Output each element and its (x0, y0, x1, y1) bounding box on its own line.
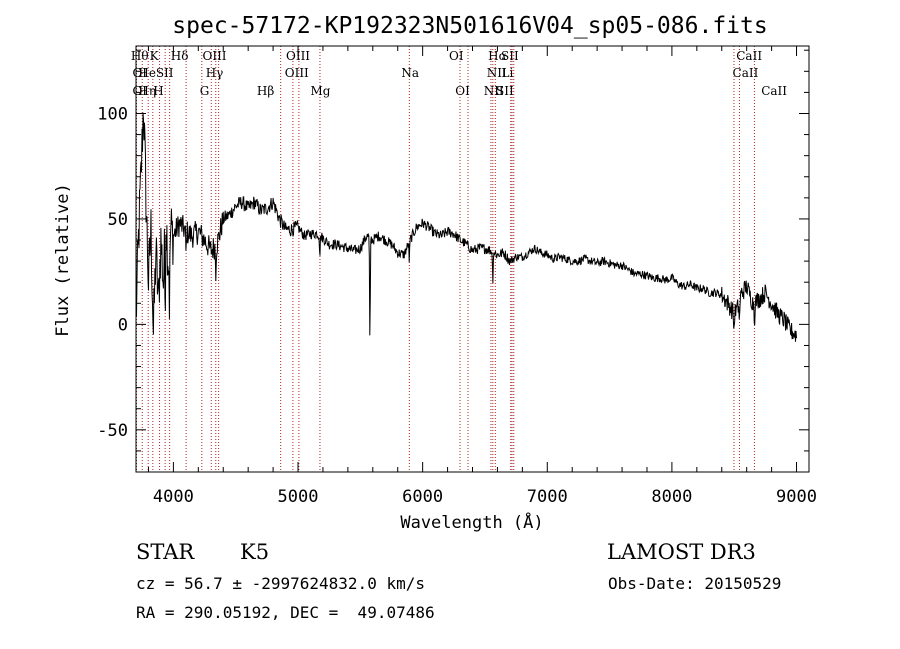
line-label: OIII (202, 49, 226, 63)
line-label: SII (156, 66, 174, 80)
line-label: He (138, 66, 156, 80)
y-tick-label: 50 (108, 210, 128, 230)
line-label: CaII (736, 49, 762, 63)
radec-text: RA = 290.05192, DEC = 49.07486 (136, 603, 435, 622)
line-label: H (153, 84, 163, 98)
series-flux (135, 112, 797, 342)
line-label: NII (487, 66, 507, 80)
survey-name: LAMOST DR3 (607, 540, 756, 564)
line-label: OIII (285, 66, 309, 80)
object-class: STAR (136, 540, 195, 564)
y-tick-label: -50 (97, 421, 128, 441)
line-label: OI (455, 84, 470, 98)
line-label: NII (484, 84, 504, 98)
line-label: K (150, 49, 160, 63)
y-tick-label: 100 (97, 104, 128, 124)
axis-ticks: 4000 5000 6000 7000 8000 9000 -50 0 50 100 (97, 46, 817, 507)
line-label: Na (401, 66, 419, 80)
x-tick-label: 5000 (278, 487, 319, 507)
x-tick-label: 4000 (153, 487, 194, 507)
chart-title: spec-57172-KP192323N501616V04_sp05-086.f… (172, 13, 767, 39)
line-label: Hη (138, 84, 156, 98)
line-label: Mg (310, 84, 330, 98)
x-tick-label: 9000 (776, 487, 817, 507)
object-subclass: K5 (240, 540, 270, 564)
redshift-text: cz = 56.7 ± -2997624832.0 km/s (136, 574, 425, 593)
line-label: SII (496, 84, 514, 98)
line-label: OI (449, 49, 464, 63)
plot-frame (135, 45, 810, 473)
x-tick-label: 8000 (651, 487, 692, 507)
line-label: G (200, 84, 210, 98)
obs-date: Obs-Date: 20150529 (608, 574, 782, 593)
x-axis-label: Wavelength (Å) (400, 511, 543, 533)
y-axis-label: Flux (relative) (53, 183, 73, 337)
y-tick-label: 0 (118, 315, 128, 335)
line-label: Li (501, 66, 513, 80)
x-tick-label: 6000 (402, 487, 443, 507)
line-markers (135, 46, 755, 472)
x-tick-label: 7000 (527, 487, 568, 507)
line-label: Hθ (131, 49, 149, 63)
series-layer (135, 112, 797, 342)
line-label: CaII (733, 66, 759, 80)
line-label: CaII (761, 84, 787, 98)
line-label: Hα (488, 49, 507, 63)
line-label: SII (501, 49, 519, 63)
line-label: Hδ (171, 49, 189, 63)
line-label: Hγ (206, 66, 224, 80)
line-label: Hβ (257, 84, 274, 98)
